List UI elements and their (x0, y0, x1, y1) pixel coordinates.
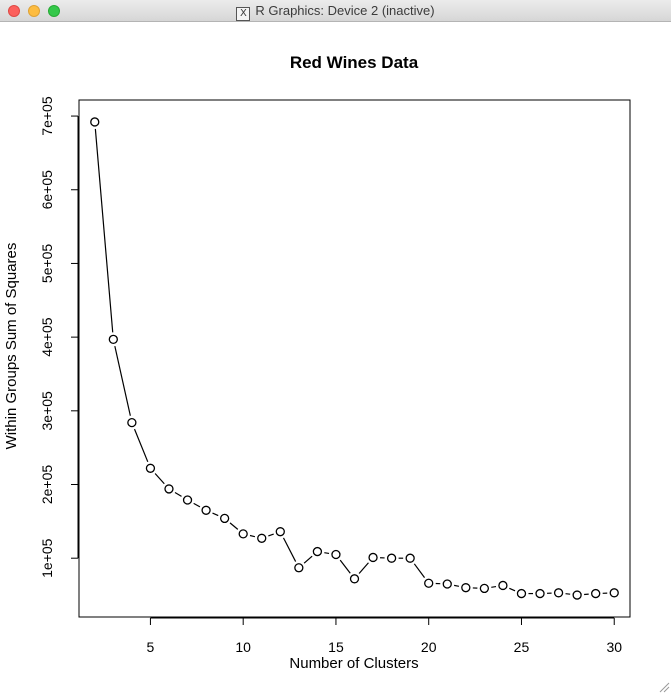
series-line-segment (193, 502, 201, 508)
y-axis-label: Within Groups Sum of Squares (3, 243, 20, 450)
data-point (201, 505, 211, 515)
data-point (219, 513, 230, 524)
data-point (331, 549, 341, 560)
series-line-segment (268, 533, 274, 537)
series-line-segment (282, 537, 297, 562)
data-point (386, 553, 397, 563)
data-point (257, 533, 267, 543)
y-tick-label: 6e+05 (39, 170, 55, 210)
x-tick-label: 10 (235, 639, 251, 655)
series-line-segment (565, 593, 571, 595)
series-line-segment (413, 563, 426, 578)
x-tick-label: 30 (606, 639, 622, 655)
series-line-segment (212, 512, 219, 517)
series-line-segment (509, 587, 516, 592)
data-point (591, 588, 601, 599)
data-point (405, 553, 415, 563)
zoom-window-button[interactable] (48, 5, 60, 17)
window-title: R Graphics: Device 2 (inactive) (255, 3, 435, 18)
data-point (535, 588, 545, 599)
data-point (164, 484, 174, 494)
data-point (108, 334, 118, 344)
resize-grip-icon[interactable] (658, 681, 670, 693)
data-point (294, 563, 304, 573)
y-tick-label: 2e+05 (39, 465, 55, 505)
data-point (238, 529, 248, 539)
window-title-area: X R Graphics: Device 2 (inactive) (0, 3, 671, 21)
x-axis-label: Number of Clusters (289, 655, 418, 672)
x-tick-label: 25 (514, 639, 530, 655)
series-line-segment (174, 491, 182, 497)
y-tick-label: 7e+05 (39, 96, 55, 136)
series-line-segment (358, 562, 369, 574)
series-line-segment (229, 522, 239, 530)
y-tick-label: 1e+05 (39, 538, 55, 578)
data-point (368, 552, 378, 563)
data-point (498, 580, 508, 591)
axes: 5 10 15 20 25 30 1e+05 2e+05 3e+05 4e+05 5e+05 6e+0… (39, 96, 622, 655)
data-point (312, 546, 323, 557)
data-point (442, 579, 452, 589)
data-series (90, 117, 619, 600)
close-window-button[interactable] (8, 5, 20, 17)
series-line-segment (154, 473, 165, 485)
series-line-segment (133, 428, 149, 463)
data-point (145, 463, 156, 473)
data-point (553, 588, 564, 598)
x-tick-label: 5 (147, 639, 155, 655)
y-tick-label: 4e+05 (39, 317, 55, 357)
window-titlebar: X R Graphics: Device 2 (inactive) (0, 0, 671, 22)
x-tick-label: 15 (328, 639, 344, 655)
data-point (516, 588, 527, 599)
series-line-segment (324, 552, 330, 555)
elbow-plot: Red Wines Data Number of Clusters Within… (0, 22, 671, 694)
series-line-segment (454, 584, 460, 587)
data-point (461, 583, 471, 593)
data-point (127, 417, 137, 428)
x11-icon: X (236, 7, 251, 21)
plot-frame (78, 99, 631, 618)
minimize-window-button[interactable] (28, 5, 40, 17)
data-point (424, 578, 434, 588)
data-point (479, 583, 490, 594)
y-tick-label: 3e+05 (39, 391, 55, 431)
chart-title: Red Wines Data (290, 53, 419, 72)
series-line-segment (249, 534, 256, 538)
data-point (182, 495, 193, 505)
series-line-segment (303, 555, 313, 564)
data-point (349, 574, 360, 584)
series-line-segment (114, 346, 131, 416)
data-point (275, 527, 285, 537)
series-line-segment (339, 559, 351, 574)
data-point (572, 590, 582, 600)
x-tick-label: 20 (421, 639, 437, 655)
series-line-segment (491, 585, 497, 588)
series-line-segment (94, 128, 114, 333)
data-point (90, 117, 100, 127)
y-tick-label: 5e+05 (39, 244, 55, 284)
data-point (609, 588, 619, 598)
